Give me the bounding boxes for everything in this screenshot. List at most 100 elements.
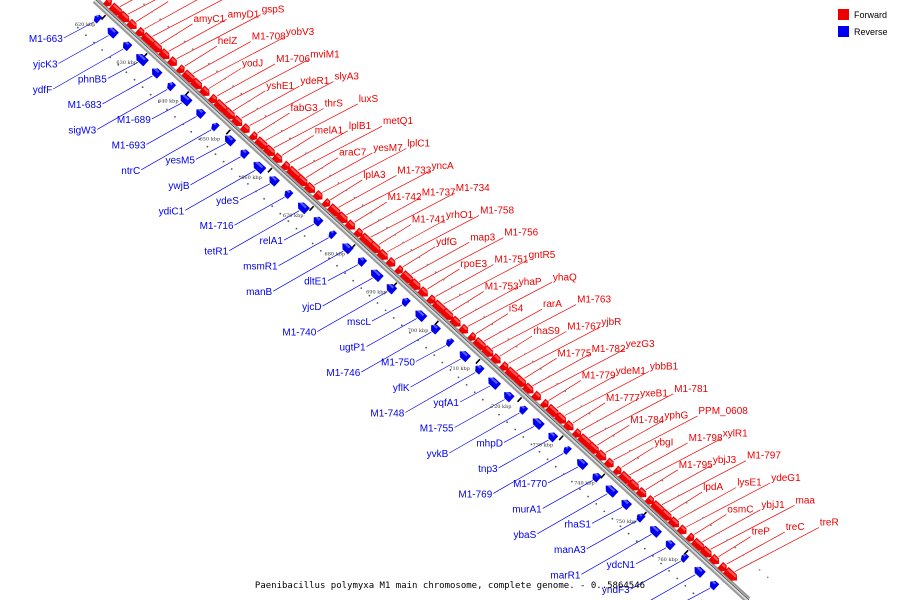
coordinate-dot bbox=[677, 494, 680, 497]
forward-feature bbox=[571, 428, 582, 438]
forward-feature bbox=[490, 353, 501, 364]
coordinate-dot bbox=[459, 293, 461, 296]
gene-label-mhpd: mhpD bbox=[476, 438, 503, 449]
feature-body bbox=[269, 176, 280, 187]
feature-highlight bbox=[581, 434, 592, 444]
forward-leader bbox=[435, 264, 494, 297]
feature-highlight bbox=[316, 191, 323, 197]
feature-highlight bbox=[535, 392, 541, 398]
feature-highlight bbox=[372, 268, 381, 277]
feature-highlight bbox=[421, 287, 428, 294]
reverse-leader bbox=[195, 142, 227, 160]
legend: Forward Reverse bbox=[838, 9, 888, 37]
feature-body bbox=[239, 123, 250, 134]
coordinate-dot bbox=[522, 436, 525, 438]
tick-label: 670 kbp bbox=[283, 213, 304, 219]
feature-body bbox=[297, 202, 311, 215]
forward-leader bbox=[127, 0, 156, 15]
forward-leader bbox=[152, 0, 223, 37]
feature-body bbox=[449, 315, 461, 327]
forward-leader bbox=[249, 81, 334, 126]
feature-body bbox=[415, 310, 428, 323]
forward-feature bbox=[230, 114, 243, 127]
coordinate-dot bbox=[295, 227, 298, 230]
feature-highlight bbox=[197, 108, 204, 114]
feature-highlight bbox=[453, 317, 461, 324]
feature-highlight bbox=[139, 28, 144, 33]
coordinate-dot bbox=[353, 196, 356, 199]
gene-label-sigw3: sigW3 bbox=[68, 125, 96, 136]
gene-label-trep: treP bbox=[752, 527, 771, 538]
feature-highlight bbox=[217, 100, 228, 110]
tick-label: 740 kbp bbox=[574, 481, 595, 487]
forward-feature bbox=[294, 173, 308, 187]
forward-feature bbox=[626, 478, 639, 491]
feature-highlight bbox=[680, 526, 687, 532]
forward-leader bbox=[726, 531, 785, 565]
feature-body bbox=[665, 540, 676, 551]
coordinate-dot bbox=[328, 257, 330, 260]
gene-label-m1-775: M1-775 bbox=[558, 348, 592, 359]
reverse-leader bbox=[449, 412, 520, 454]
reverse-leader bbox=[371, 304, 403, 322]
feature-highlight bbox=[594, 472, 599, 477]
coordinate-dot bbox=[311, 242, 314, 245]
coordinate-dot bbox=[400, 324, 403, 327]
gene-label-ppm-0608: PPM_0608 bbox=[698, 406, 748, 417]
feature-highlight bbox=[389, 258, 395, 264]
gene-label-ntrc: ntrC bbox=[121, 166, 140, 177]
coordinate-dot bbox=[85, 34, 87, 36]
gene-label-yder1: ydeR1 bbox=[300, 76, 329, 87]
reverse-leader bbox=[366, 318, 417, 347]
coordinate-dot bbox=[394, 234, 396, 236]
coordinate-dot bbox=[272, 122, 275, 125]
tick-mark bbox=[100, 14, 107, 21]
feature-highlight bbox=[721, 563, 727, 568]
gene-label-thrs: thrS bbox=[325, 99, 344, 110]
reverse-feature bbox=[548, 431, 559, 443]
gene-label-m1-741: M1-741 bbox=[412, 215, 446, 226]
gene-label-m1-756: M1-756 bbox=[504, 228, 538, 239]
reverse-feature bbox=[650, 525, 663, 538]
gene-label-m1-751: M1-751 bbox=[495, 255, 529, 266]
forward-feature bbox=[440, 307, 454, 320]
forward-feature bbox=[644, 494, 655, 505]
reverse-leader bbox=[322, 277, 373, 307]
gene-label-m1-779: M1-779 bbox=[582, 371, 616, 382]
legend-forward-label: Forward bbox=[854, 10, 887, 20]
feature-highlight bbox=[137, 52, 146, 61]
gene-label-yjbr: yjbR bbox=[601, 317, 621, 328]
gene-label-lpda: lpdA bbox=[703, 482, 723, 493]
feature-highlight bbox=[286, 189, 291, 194]
forward-leader bbox=[516, 326, 601, 372]
feature-highlight bbox=[275, 154, 282, 160]
feature-body bbox=[376, 248, 388, 260]
reverse-label-leaders bbox=[53, 21, 711, 600]
tick-marks: 620 kbp 630 kbp 640 kbp 650 kbp 660 kbp 670 k… bbox=[75, 14, 689, 563]
feature-body bbox=[445, 338, 455, 348]
feature-body bbox=[401, 297, 411, 307]
reverse-feature bbox=[196, 108, 207, 119]
reverse-feature bbox=[532, 417, 545, 431]
forward-feature bbox=[394, 264, 404, 275]
feature-highlight bbox=[489, 376, 498, 385]
coordinate-dot bbox=[392, 317, 395, 319]
feature-highlight bbox=[403, 271, 413, 281]
reverse-leader bbox=[459, 385, 491, 403]
feature-highlight bbox=[348, 220, 355, 227]
coordinate-dot bbox=[280, 129, 283, 132]
reverse-feature bbox=[415, 309, 428, 323]
forward-leader bbox=[338, 175, 397, 208]
gene-label-amyc1: amyC1 bbox=[194, 14, 226, 25]
gene-label-is4: iS4 bbox=[509, 304, 524, 315]
coordinate-dot bbox=[167, 25, 170, 28]
gene-label-m1-781: M1-781 bbox=[674, 384, 708, 395]
feature-highlight bbox=[331, 204, 341, 214]
feature-highlight bbox=[109, 26, 116, 33]
reverse-leader bbox=[283, 223, 315, 241]
feature-highlight bbox=[565, 446, 569, 450]
coordinate-dot bbox=[174, 116, 176, 118]
feature-highlight bbox=[534, 417, 542, 425]
reverse-leader bbox=[498, 439, 549, 469]
tick-label: 750 kbp bbox=[616, 519, 637, 525]
